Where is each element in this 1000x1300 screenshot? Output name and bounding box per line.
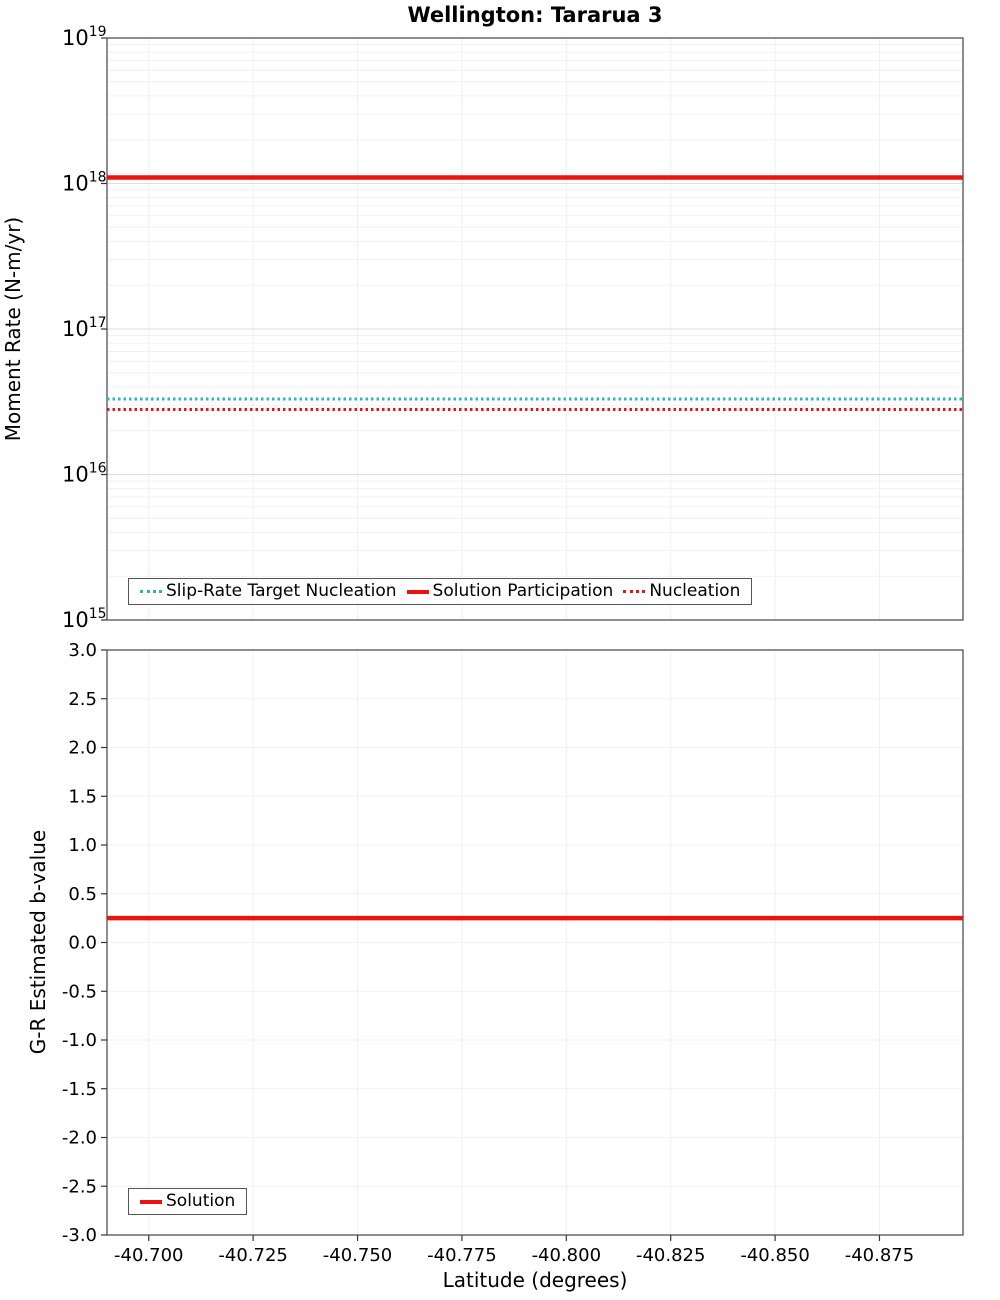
plot-frame (106, 37, 964, 621)
y-tick-label: 1019 (62, 24, 107, 50)
y-tick-label: 2.5 (68, 689, 97, 710)
y-tick-label: -3.0 (62, 1225, 97, 1246)
x-tick-label: -40.825 (636, 1245, 705, 1266)
x-tick-label: -40.700 (114, 1245, 183, 1266)
moment-rate-plot: 1015 1016 1017 1018 1019 (62, 24, 964, 632)
x-tick-label: -40.725 (218, 1245, 287, 1266)
plot-frame (106, 649, 964, 1236)
y-tick-label: 1.0 (68, 835, 97, 856)
legend-entry: Solution Participation (406, 581, 614, 601)
x-tick-label: -40.875 (845, 1245, 914, 1266)
b-value-plot: -3.0 -2.5 -2.0 -1.5 -1.0 -0.5 0.0 0.5 1.0 1.5 2.0 2… (62, 640, 964, 1266)
y-tick-label: 1015 (62, 606, 107, 632)
legend-label: Nucleation (649, 581, 741, 601)
x-tick-label: -40.750 (323, 1245, 392, 1266)
y-tick-label: 1018 (62, 170, 107, 196)
y-tick-label: -2.5 (62, 1176, 97, 1197)
y-tick-label: -0.5 (62, 981, 97, 1002)
y-tick-label: 1016 (62, 461, 107, 487)
dotted-line-sample-icon (140, 590, 162, 593)
legend-entry: Slip-Rate Target Nucleation (140, 583, 397, 600)
y-tick-label: -1.0 (62, 1030, 97, 1051)
x-axis-label: Latitude (degrees) (443, 1268, 628, 1292)
solid-line-sample-icon (406, 589, 429, 594)
y-tick-label: 1017 (62, 315, 107, 341)
legend-label: Solution (166, 1191, 236, 1211)
legend-entry: Solution (140, 1193, 235, 1210)
x-tick-label: -40.850 (740, 1245, 809, 1266)
legend-b-value: Solution (128, 1188, 248, 1215)
x-tick-label: -40.800 (532, 1245, 601, 1266)
x-tick-label: -40.775 (427, 1245, 496, 1266)
y-tick-label: -1.5 (62, 1079, 97, 1100)
y-tick-label: 2.0 (68, 738, 97, 759)
y-tick-label: 1.5 (68, 786, 97, 807)
b-value-y-axis-label: G-R Estimated b-value (26, 830, 50, 1054)
legend-entry: Nucleation (623, 583, 740, 600)
legend-label: Slip-Rate Target Nucleation (166, 581, 397, 601)
legend-label: Solution Participation (432, 581, 614, 601)
y-tick-label: -2.0 (62, 1128, 97, 1149)
chart-title: Wellington: Tararua 3 (407, 3, 662, 27)
moment-rate-y-axis-label: Moment Rate (N-m/yr) (1, 217, 25, 441)
y-tick-label: 3.0 (68, 640, 97, 661)
y-tick-label: 0.0 (68, 933, 97, 954)
legend-moment-rate: Slip-Rate Target Nucleation Solution Part… (128, 578, 753, 605)
dotted-line-sample-icon (623, 590, 646, 593)
solid-line-sample-icon (140, 1199, 162, 1204)
y-tick-label: 0.5 (68, 884, 97, 905)
